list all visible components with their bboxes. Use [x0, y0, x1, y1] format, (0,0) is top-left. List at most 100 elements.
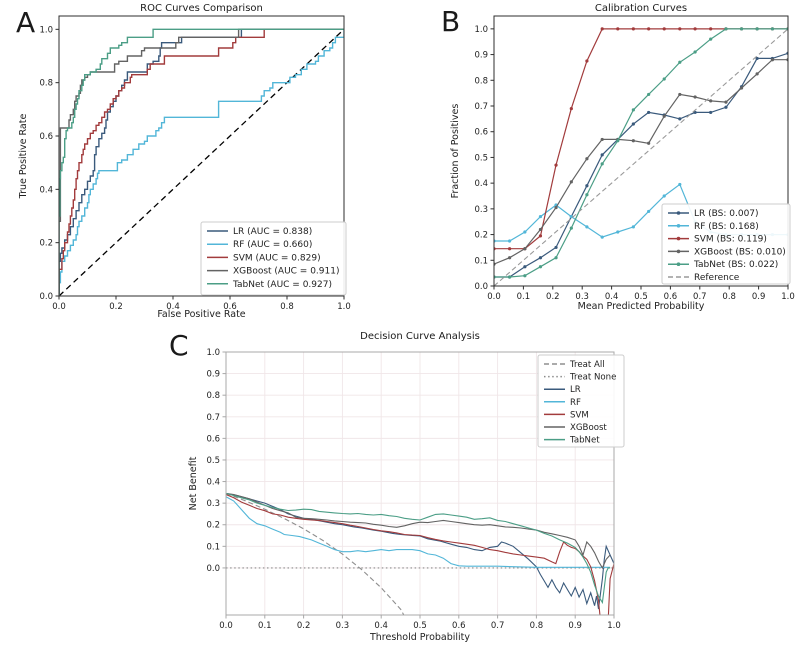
legend-label-lr: LR (AUC = 0.838)	[233, 227, 312, 237]
legend-label-lr: LR	[570, 385, 581, 395]
svg-text:0.2: 0.2	[546, 292, 560, 302]
svg-text:0.2: 0.2	[297, 621, 311, 631]
legend-label-reference: Reference	[694, 273, 740, 283]
series-tabnet	[226, 492, 611, 605]
svg-text:0.1: 0.1	[206, 542, 220, 552]
chart-title: Decision Curve Analysis	[360, 331, 480, 342]
chart-title: Calibration Curves	[595, 3, 687, 14]
legend-label-rf: RF (AUC = 0.660)	[233, 240, 312, 250]
panel-letter-b: B	[441, 5, 461, 38]
svg-text:0.2: 0.2	[206, 521, 220, 531]
svg-text:0.4: 0.4	[206, 478, 220, 488]
svg-text:1.0: 1.0	[39, 25, 53, 35]
svg-text:0.6: 0.6	[452, 621, 466, 631]
svg-text:0.8: 0.8	[722, 292, 736, 302]
svg-text:0.4: 0.4	[39, 185, 53, 195]
svg-text:0.0: 0.0	[39, 292, 53, 302]
panel-letter-a: A	[16, 6, 36, 39]
panel-letter-c: C	[169, 329, 189, 362]
svg-text:0.9: 0.9	[568, 621, 582, 631]
svg-text:0.7: 0.7	[693, 292, 707, 302]
series-xgboost	[59, 28, 344, 296]
svg-text:0.7: 0.7	[474, 102, 488, 112]
legend-label-svm: SVM	[570, 410, 589, 420]
svg-text:0.4: 0.4	[374, 621, 388, 631]
series-lr	[59, 28, 344, 296]
svg-text:0.7: 0.7	[206, 413, 220, 423]
axis-ticks: 0.0 0.1 0.2 0.3 0.4 0.5 0.6 0.7 0.8 0.9 1.0 0.0 0.1 0…	[206, 348, 620, 631]
series-reference	[494, 28, 788, 286]
svg-text:0.0: 0.0	[206, 564, 220, 574]
series-xgboost	[494, 59, 788, 265]
legend: LR (AUC = 0.838) RF (AUC = 0.660) SVM (AUC…	[200, 221, 347, 296]
series-group	[59, 28, 344, 296]
svg-text:1.0: 1.0	[474, 25, 488, 35]
svg-text:0.6: 0.6	[39, 132, 53, 142]
svg-text:0.8: 0.8	[474, 76, 488, 86]
series-xgboost	[226, 492, 611, 570]
plot-frame	[58, 15, 345, 297]
svg-text:0.5: 0.5	[413, 621, 427, 631]
svg-text:0.8: 0.8	[39, 79, 53, 89]
roc-chart: 0.0 0.2 0.4 0.6 0.8 1.0 0.0 0.2 0.4 0.6 0.8 1.0 ROC …	[18, 3, 351, 320]
svg-text:0.6: 0.6	[206, 434, 220, 444]
svg-text:0.2: 0.2	[109, 302, 123, 312]
svg-text:0.9: 0.9	[474, 51, 488, 61]
axis-ticks: 0.0 0.1 0.2 0.3 0.4 0.5 0.6 0.7 0.8 0.9 1.0 0.0 0.1 0…	[474, 25, 794, 302]
series-tabnet	[494, 28, 788, 278]
legend-label-xgboost: XGBoost (BS: 0.010)	[694, 247, 786, 257]
svg-text:0.9: 0.9	[206, 370, 220, 380]
legend-label-tabnet: TabNet (AUC = 0.927)	[232, 280, 332, 290]
chart-title: ROC Curves Comparison	[140, 3, 263, 14]
legend-label-tabnet: TabNet (BS: 0.022)	[693, 260, 778, 270]
svg-text:0.8: 0.8	[530, 621, 544, 631]
svg-text:0.1: 0.1	[517, 292, 531, 302]
svg-text:1.0: 1.0	[781, 292, 795, 302]
y-axis-label: Net Benefit	[188, 456, 199, 510]
svg-text:1.0: 1.0	[337, 302, 351, 312]
svg-text:0.3: 0.3	[336, 621, 350, 631]
series-svm	[59, 28, 344, 296]
svg-text:0.4: 0.4	[166, 302, 180, 312]
svg-text:0.5: 0.5	[206, 456, 220, 466]
svg-text:0.0: 0.0	[474, 282, 488, 292]
x-axis-label: Threshold Probability	[369, 632, 470, 643]
svg-text:0.4: 0.4	[605, 292, 619, 302]
legend-label-tabnet: TabNet	[569, 436, 600, 446]
x-axis-label: False Positive Rate	[157, 309, 245, 320]
svg-text:0.6: 0.6	[223, 302, 237, 312]
svg-text:0.1: 0.1	[258, 621, 272, 631]
legend: LR (BS: 0.007) RF (BS: 0.168) SVM (BS: 0.1…	[661, 203, 791, 285]
svg-text:0.6: 0.6	[664, 292, 678, 302]
axis-ticks: 0.0 0.2 0.4 0.6 0.8 1.0 0.0 0.2 0.4 0.6 0.8 1.0	[39, 25, 350, 312]
svg-text:0.6: 0.6	[474, 128, 488, 138]
dca-chart: 0.0 0.1 0.2 0.3 0.4 0.5 0.6 0.7 0.8 0.9 1.0 0.0 0.1 0…	[188, 331, 625, 643]
legend-label-svm: SVM (BS: 0.119)	[694, 235, 767, 245]
legend-label-xgboost: XGBoost (AUC = 0.911)	[233, 267, 339, 277]
series-chance	[59, 28, 344, 296]
legend-label-xgboost: XGBoost	[570, 423, 607, 433]
svg-text:0.0: 0.0	[219, 621, 233, 631]
legend: Treat All Treat None LR RF SVM XGBoost TabNet	[537, 354, 625, 448]
svg-text:0.3: 0.3	[474, 205, 488, 215]
svg-text:0.9: 0.9	[752, 292, 766, 302]
svg-text:1.0: 1.0	[206, 348, 220, 358]
svg-text:0.8: 0.8	[280, 302, 294, 312]
y-axis-label: Fraction of Positives	[450, 104, 461, 199]
legend-label-treat-all: Treat All	[569, 360, 605, 370]
svg-text:0.7: 0.7	[491, 621, 505, 631]
y-axis-label: True Positive Rate	[18, 114, 29, 200]
series-rf	[59, 29, 344, 296]
series-group	[226, 492, 614, 615]
svg-text:0.1: 0.1	[474, 256, 488, 266]
svg-text:0.0: 0.0	[487, 292, 501, 302]
series-rf	[226, 496, 611, 568]
svg-text:0.3: 0.3	[206, 499, 220, 509]
legend-label-treat-none: Treat None	[569, 373, 616, 383]
svg-text:1.0: 1.0	[607, 621, 621, 631]
svg-text:0.5: 0.5	[634, 292, 648, 302]
series-treat-all	[226, 492, 405, 615]
svg-text:0.0: 0.0	[52, 302, 66, 312]
svg-text:0.2: 0.2	[474, 231, 488, 241]
